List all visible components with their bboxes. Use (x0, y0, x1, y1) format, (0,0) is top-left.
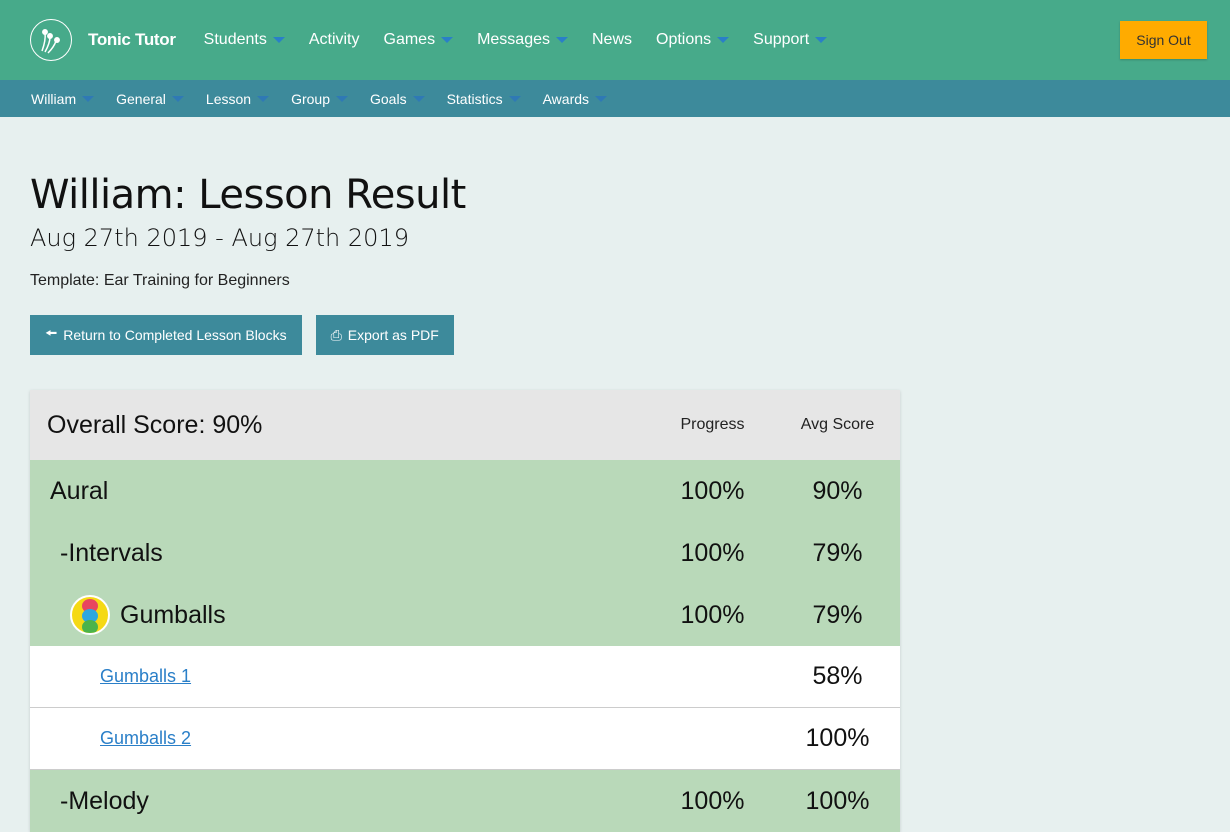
subnav-label: Goals (370, 90, 407, 107)
subnav-goals[interactable]: Goals (370, 91, 425, 107)
overall-score: Overall Score: 90% (47, 410, 263, 439)
chevron-down-icon (257, 95, 270, 102)
nav-label: Activity (308, 31, 360, 48)
nav-support[interactable]: Support (753, 31, 828, 49)
col-progress: Progress (680, 416, 745, 433)
return-button[interactable]: 🠘 Return to Completed Lesson Blocks (30, 315, 302, 355)
nav-options[interactable]: Options (656, 31, 730, 49)
subnav-general[interactable]: General (116, 91, 184, 107)
nav-news[interactable]: News (592, 31, 632, 49)
avg-score-value: 100% (805, 786, 870, 815)
chevron-down-icon (815, 37, 828, 43)
export-pdf-button[interactable]: ⎙ Export as PDF (315, 315, 454, 355)
subnav-lesson[interactable]: Lesson (205, 90, 270, 107)
table-row: Gumballs 1 58% (30, 646, 900, 708)
nav-games[interactable]: Games (384, 31, 454, 49)
col-avg-score: Avg Score (800, 416, 875, 433)
avg-score-value: 58% (812, 662, 863, 690)
nav-label: Options (656, 31, 712, 48)
lesson-link[interactable]: Gumballs 1 (100, 666, 192, 686)
top-nav: Tonic Tutor Students Activity Games Message… (0, 0, 1230, 80)
brand-name[interactable]: Tonic Tutor (88, 30, 176, 49)
results-table: Overall Score: 90% Progress Avg Score Au… (30, 390, 900, 832)
table-row: -Melody 100% 100% (30, 770, 900, 832)
subnav-statistics[interactable]: Statistics (447, 91, 521, 107)
row-name: -Melody (60, 786, 149, 815)
chevron-down-icon (412, 95, 425, 102)
chevron-down-icon (717, 37, 730, 43)
table-row: -Intervals 100% 79% (30, 522, 900, 584)
chevron-down-icon (336, 95, 348, 102)
chevron-down-icon (272, 37, 285, 43)
nav-label: Support (753, 31, 810, 48)
chevron-down-icon (595, 95, 608, 102)
nav-students[interactable]: Students (204, 31, 285, 49)
subnav-label: Awards (542, 90, 590, 107)
export-icon: ⎙ (330, 326, 342, 343)
gumballs-game-icon (70, 595, 110, 635)
arrow-left-icon: 🠘 (45, 325, 58, 341)
progress-value: 100% (680, 786, 745, 815)
export-label: Export as PDF (347, 327, 439, 343)
progress-value: 100% (680, 600, 745, 629)
subnav-label: Group (291, 90, 330, 107)
chevron-down-icon (441, 37, 454, 43)
nav-label: Games (383, 31, 436, 48)
subnav-william[interactable]: William (31, 90, 95, 107)
row-name: Aural (50, 476, 109, 505)
table-row: Gumballs 100% 79% (30, 584, 900, 646)
date-range: Aug 27th 2019 - Aug 27th 2019 (30, 224, 409, 252)
sub-nav: William General Lesson Group Goals Statistics… (0, 80, 1230, 117)
row-name: -Intervals (60, 538, 163, 567)
subnav-label: Lesson (205, 90, 252, 107)
chevron-down-icon (171, 95, 184, 102)
chevron-down-icon (82, 95, 95, 102)
table-row: Gumballs 2 100% (30, 708, 900, 770)
chevron-down-icon (508, 95, 521, 102)
row-name: Gumballs (120, 600, 226, 629)
subnav-group[interactable]: Group (291, 91, 348, 107)
progress-value: 100% (680, 538, 745, 567)
progress-value: 100% (680, 476, 745, 505)
nav-label: Messages (477, 31, 550, 48)
chevron-down-icon (556, 37, 568, 43)
table-row: Aural 100% 90% (30, 460, 900, 522)
subnav-label: William (31, 90, 77, 107)
return-label: Return to Completed Lesson Blocks (63, 327, 287, 343)
nav-label: Students (203, 31, 267, 48)
avg-score-value: 90% (812, 476, 863, 505)
subnav-label: General (116, 90, 166, 107)
avg-score-value: 79% (812, 600, 863, 629)
avg-score-value: 100% (805, 724, 870, 752)
subnav-awards[interactable]: Awards (542, 90, 608, 107)
nav-label: News (592, 31, 633, 48)
template-name: Template: Ear Training for Beginners (30, 272, 290, 289)
avg-score-value: 79% (812, 538, 863, 567)
tonic-tutor-logo-icon[interactable] (30, 19, 72, 61)
nav-messages[interactable]: Messages (477, 31, 568, 49)
sign-out-button[interactable]: Sign Out (1120, 21, 1207, 59)
lesson-link[interactable]: Gumballs 2 (100, 728, 192, 748)
page-title: William: Lesson Result (30, 172, 466, 218)
nav-activity[interactable]: Activity (309, 31, 360, 49)
subnav-label: Statistics (446, 90, 503, 107)
